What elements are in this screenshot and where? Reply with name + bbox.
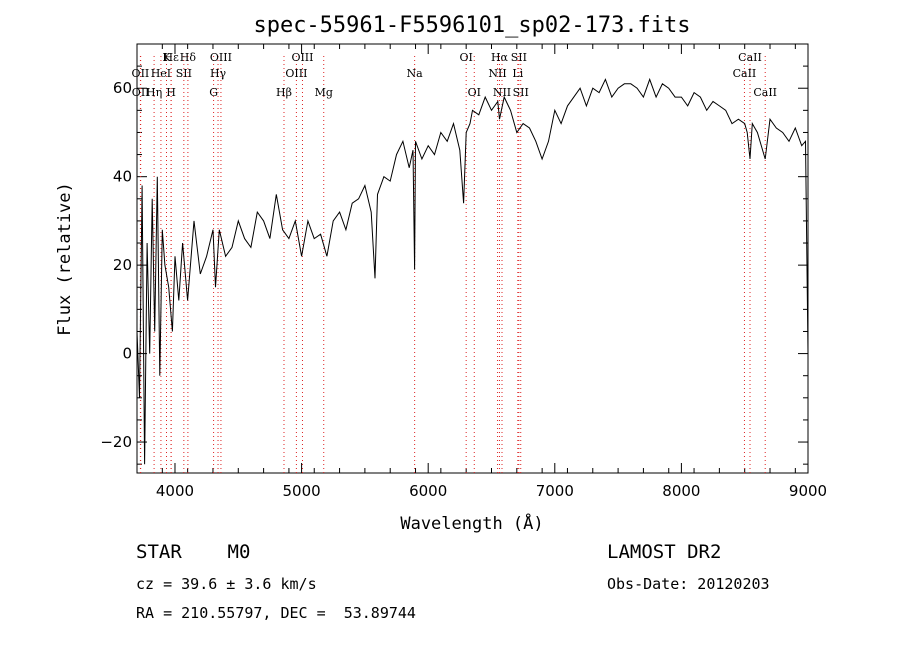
redshift-velocity: cz = 39.6 ± 3.6 km/s	[136, 575, 317, 593]
x-tick-label: 4000	[156, 482, 194, 500]
x-axis-label: Wavelength (Å)	[400, 512, 543, 534]
line-label: OII	[132, 67, 150, 80]
object-class: STAR M0	[136, 541, 251, 563]
survey-name: LAMOST DR2	[607, 541, 722, 563]
plot-border	[136, 43, 809, 474]
line-label: OI	[468, 86, 481, 99]
line-label: CaII	[738, 51, 762, 64]
line-label: OIII	[285, 67, 307, 80]
spectrum-series-line	[136, 77, 809, 465]
y-tick-label: 60	[113, 79, 132, 97]
line-label: Hη	[146, 86, 162, 99]
line-label: Li	[512, 67, 523, 80]
line-label: G	[209, 86, 218, 99]
y-tick-label: 20	[113, 256, 132, 274]
line-label: Mg	[315, 86, 333, 99]
line-label: Hδ	[180, 51, 197, 64]
line-label: NII	[488, 67, 506, 80]
line-label: Hγ	[210, 67, 227, 80]
line-label: SII	[513, 86, 529, 99]
line-label: K	[162, 51, 171, 64]
line-label: OI	[459, 51, 472, 64]
line-label: OIII	[291, 51, 313, 64]
line-label: NII	[493, 86, 511, 99]
y-axis-label: Flux (relative)	[55, 182, 75, 336]
line-label: CaII	[733, 67, 757, 80]
line-label: Hα	[491, 51, 509, 64]
line-label: HeI	[151, 67, 171, 80]
x-axis: 4000 5000 6000 7000 8000 9000	[136, 44, 827, 500]
x-tick-label: 8000	[662, 482, 700, 500]
x-tick-label: 6000	[409, 482, 447, 500]
line-label: Na	[407, 67, 424, 80]
y-axis: −20 0 20 40 60	[100, 43, 808, 465]
line-label: SII	[511, 51, 527, 64]
line-label: OII	[132, 86, 150, 99]
x-tick-label: 9000	[789, 482, 827, 500]
observation-date: Obs-Date: 20120203	[607, 575, 770, 593]
spectral-line-markers	[139, 56, 766, 473]
line-label: OIII	[210, 51, 232, 64]
line-label: CaII	[753, 86, 777, 99]
line-label: Hβ	[276, 86, 292, 99]
coordinates: RA = 210.55797, DEC = 53.89744	[136, 604, 416, 622]
y-tick-label: 0	[122, 345, 132, 363]
x-tick-label: 7000	[536, 482, 574, 500]
chart-title: spec-55961-F5596101_sp02-173.fits	[253, 13, 690, 38]
line-label: H	[166, 86, 176, 99]
plot-frame	[136, 43, 809, 474]
line-label: Hε	[164, 51, 180, 64]
y-tick-label: 40	[113, 168, 132, 186]
x-tick-label: 5000	[282, 482, 320, 500]
line-label: SII	[176, 67, 192, 80]
y-tick-label: −20	[100, 433, 132, 451]
